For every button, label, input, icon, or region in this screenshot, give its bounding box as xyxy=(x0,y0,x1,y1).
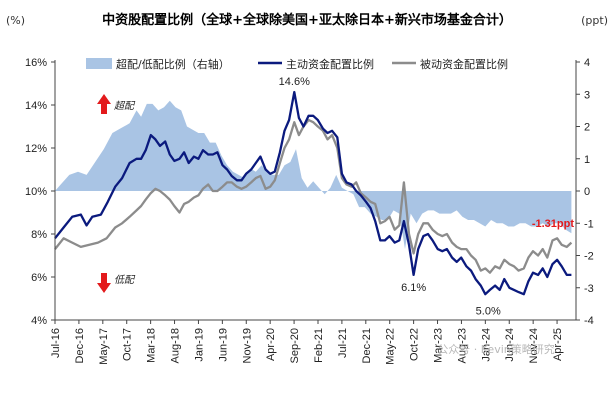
down-arrow-icon xyxy=(97,273,111,293)
left-axis-unit: (%) xyxy=(6,14,25,27)
x-tick-label: Jun-19 xyxy=(217,328,229,362)
overweight-label: 超配 xyxy=(114,100,136,112)
y-right-tick-label: -4 xyxy=(584,315,594,327)
y-left-tick-label: 10% xyxy=(25,186,47,198)
y-right-tick-label: 3 xyxy=(584,89,590,101)
x-tick-label: Jul-16 xyxy=(50,328,62,358)
x-tick-label: Dec-21 xyxy=(361,328,373,363)
legend-label-overweight: 超配/低配比例（右轴） xyxy=(116,57,230,71)
x-tick-label: Nov-19 xyxy=(241,328,253,363)
legend-label-active: 主动资金配置比例 xyxy=(286,57,374,71)
x-tick-label: Dec-16 xyxy=(74,328,86,363)
y-right-tick-label: 4 xyxy=(584,57,590,69)
x-tick-label: May-17 xyxy=(98,328,110,365)
series-line-active xyxy=(54,90,572,296)
y-right-tick-label: -1 xyxy=(584,218,594,230)
x-tick-label: Sep-20 xyxy=(289,328,301,363)
x-tick-label: Aug-23 xyxy=(456,328,468,363)
annotation-value: 5.0% xyxy=(476,306,501,318)
y-right-tick-label: -3 xyxy=(584,283,594,295)
y-right-tick-label: 0 xyxy=(584,186,590,198)
legend-label-passive: 被动资金配置比例 xyxy=(420,57,508,71)
annotation-value: 14.6% xyxy=(279,76,310,88)
x-tick-label: Jan-24 xyxy=(480,328,492,362)
y-right-tick-label: 1 xyxy=(584,154,590,166)
x-tick-label: Apr-20 xyxy=(265,328,277,361)
x-tick-label: May-22 xyxy=(385,328,397,365)
series-line-passive xyxy=(54,118,573,274)
underweight-label: 低配 xyxy=(114,274,136,286)
watermark: 公众号 · Kevin策略研究 xyxy=(437,342,554,356)
annotation-overweight-latest: -1.31ppt xyxy=(532,218,575,230)
x-tick-label: Jun-24 xyxy=(504,328,516,362)
x-tick-label: Apr-25 xyxy=(552,328,564,361)
y-right-tick-label: -2 xyxy=(584,251,594,263)
legend-swatch-overweight xyxy=(86,58,112,69)
y-left-tick-label: 12% xyxy=(25,143,47,155)
x-tick-label: Feb-21 xyxy=(313,328,325,363)
x-tick-label: Oct-17 xyxy=(122,328,134,361)
x-tick-label: Mar-18 xyxy=(146,328,158,363)
x-tick-label: Jan-19 xyxy=(193,328,205,362)
x-tick-label: Jul-21 xyxy=(337,328,349,358)
y-right-tick-label: 2 xyxy=(584,122,590,134)
x-tick-label: Mar-23 xyxy=(433,328,445,363)
annotation-value: 6.1% xyxy=(401,282,426,294)
legend: 超配/低配比例（右轴） 主动资金配置比例 被动资金配置比例 xyxy=(86,57,508,71)
overweight-underweight-markers: 超配 低配 xyxy=(97,94,136,293)
x-tick-label: Aug-18 xyxy=(170,328,182,363)
up-arrow-icon xyxy=(97,94,111,114)
y-left-tick-label: 8% xyxy=(31,229,47,241)
chart-title: 中资股配置比例（全球+全球除美国+亚太除日本+新兴市场基金合计） xyxy=(102,12,512,28)
y-left-tick-label: 16% xyxy=(25,57,47,69)
x-tick-label: Nov-24 xyxy=(528,328,540,363)
y-left-tick-label: 6% xyxy=(31,272,47,284)
y-left-tick-label: 14% xyxy=(25,100,47,112)
right-axis-unit: (ppt) xyxy=(581,14,608,27)
x-tick-label: Oct-22 xyxy=(409,328,421,361)
series-area-overweight xyxy=(55,100,572,250)
y-left-tick-label: 4% xyxy=(31,315,47,327)
